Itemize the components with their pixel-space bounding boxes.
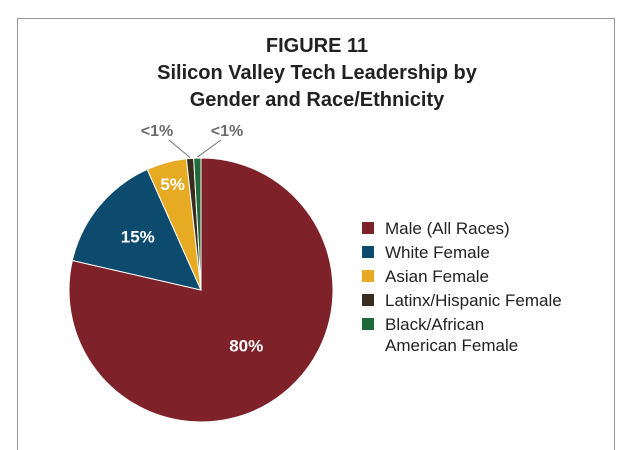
legend-label: Latinx/Hispanic Female (385, 291, 562, 310)
legend-swatch (362, 270, 374, 282)
legend-item: Black/African American Female (362, 314, 567, 356)
leader-line (197, 139, 222, 158)
legend-item: Asian Female (362, 266, 567, 287)
data-label: 15% (121, 228, 155, 247)
legend-item: White Female (362, 242, 567, 263)
legend-label: White Female (385, 243, 490, 262)
legend-label: Black/African American Female (385, 315, 519, 355)
legend-swatch (362, 246, 374, 258)
legend-item: Male (All Races) (362, 218, 567, 239)
legend-swatch (362, 294, 374, 306)
legend-label: Male (All Races) (385, 219, 510, 238)
legend-swatch (362, 222, 374, 234)
leader-line (168, 139, 191, 158)
chart-title: FIGURE 11 (266, 35, 368, 57)
legend: Male (All Races) White Female Asian Female… (362, 218, 567, 359)
pie-slice (193, 157, 202, 291)
legend-swatch (362, 318, 374, 330)
data-label: <1% (141, 123, 173, 140)
legend-item: Latinx/Hispanic Female (362, 290, 567, 311)
chart-subtitle: Silicon Valley Tech Leadership by Gender… (157, 62, 477, 111)
data-label: 80% (229, 336, 263, 355)
pie-slice (71, 168, 202, 291)
data-label: <1% (211, 123, 243, 140)
data-label: 5% (160, 175, 185, 194)
legend-label: Asian Female (385, 267, 489, 286)
